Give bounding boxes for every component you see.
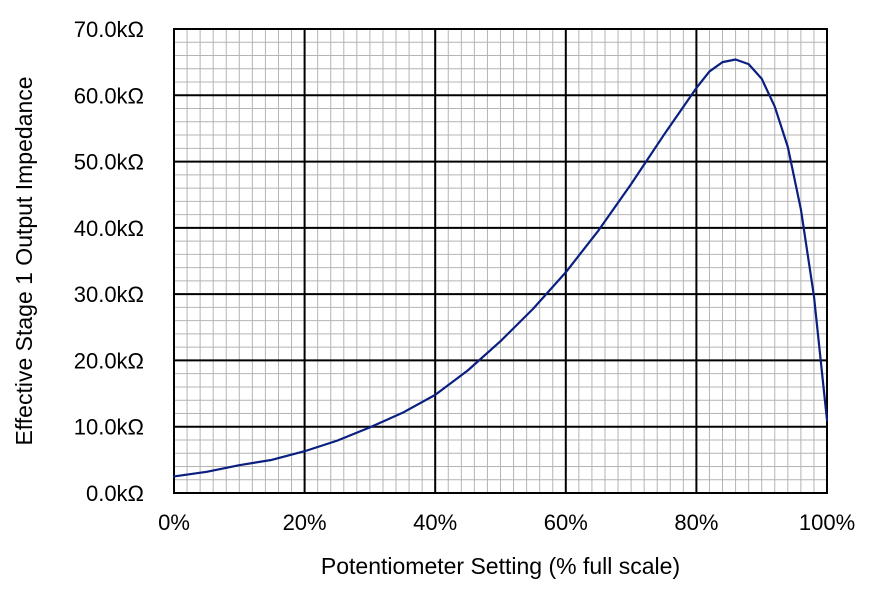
x-tick-labels: 0% 20% 40% 60% 80% 100% [158,510,855,535]
y-axis-label: Effective Stage 1 Output Impedance [11,76,37,445]
x-tick-label: 100% [799,510,855,535]
x-tick-label: 40% [413,510,457,535]
minor-grid [173,28,828,494]
y-tick-label: 40.0kΩ [74,216,144,241]
x-tick-label: 20% [283,510,327,535]
impedance-curve [172,58,829,478]
y-tick-label: 70.0kΩ [74,17,144,42]
y-tick-label: 10.0kΩ [74,415,144,440]
x-axis-label: Potentiometer Setting (% full scale) [321,553,680,579]
x-tick-label: 80% [674,510,718,535]
y-tick-label: 50.0kΩ [74,150,144,175]
y-tick-label: 0.0kΩ [86,481,144,506]
x-tick-label: 60% [544,510,588,535]
y-tick-label: 30.0kΩ [74,282,144,307]
y-tick-labels: 0.0kΩ 10.0kΩ 20.0kΩ 30.0kΩ 40.0kΩ 50.0kΩ 60.0k… [74,17,144,506]
y-tick-label: 20.0kΩ [74,348,144,373]
y-tick-label: 60.0kΩ [74,83,144,108]
plot-frame [173,28,828,494]
x-tick-label: 0% [158,510,190,535]
